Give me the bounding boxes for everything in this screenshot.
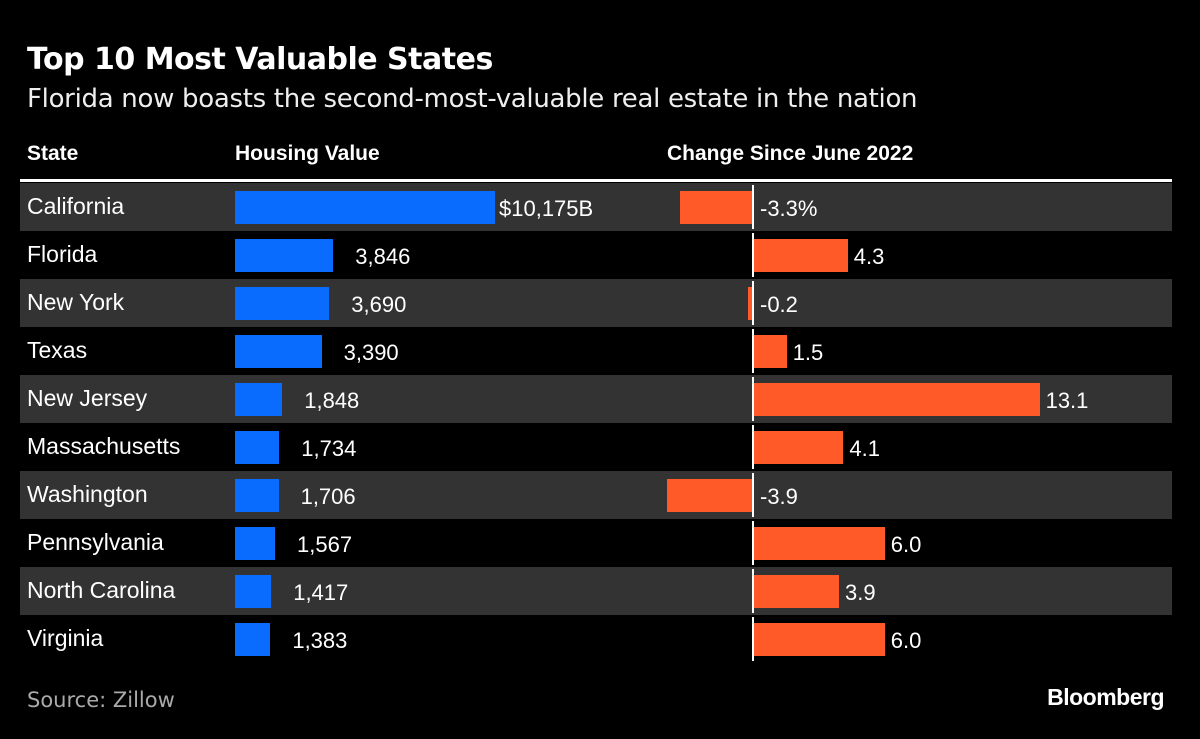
change-label: 6.0: [890, 628, 922, 653]
zero-line: [752, 425, 754, 469]
change-bar: [754, 383, 1040, 416]
housing-value-bar: [235, 623, 271, 656]
state-label: Florida: [27, 241, 98, 267]
state-label: California: [27, 193, 125, 219]
change-bar: [754, 335, 787, 368]
housing-value-label: 1,383: [292, 628, 348, 653]
change-label: -3.3%: [760, 196, 818, 221]
housing-value-bar: [235, 335, 322, 368]
state-label: Virginia: [27, 625, 104, 651]
bloomberg-logo: Bloomberg: [1047, 684, 1164, 710]
change-bar: [666, 479, 752, 512]
table-row: New Jersey 1,848 13.1: [20, 375, 1172, 423]
change-label: 13.1: [1045, 388, 1089, 413]
housing-value-bar: [235, 239, 334, 272]
state-label: New York: [27, 289, 125, 315]
housing-value-bar: [235, 575, 272, 608]
change-label: 4.1: [849, 436, 880, 461]
housing-value-label: 3,390: [343, 340, 399, 365]
zero-line: [752, 377, 754, 421]
change-bar: [754, 527, 885, 560]
column-header-state: State: [27, 142, 79, 165]
housing-value-bar: [235, 527, 276, 560]
zero-line: [752, 329, 754, 373]
zero-line: [752, 233, 754, 277]
housing-value-label: 1,848: [304, 388, 360, 413]
table-row: California $10,175B -3.3%: [20, 183, 1172, 231]
housing-value-label: $10,175B: [499, 196, 594, 221]
table-row: North Carolina 1,417 3.9: [20, 567, 1172, 615]
change-label: -3.9: [760, 484, 798, 509]
change-label: 1.5: [792, 340, 824, 365]
change-label: 4.3: [853, 244, 885, 269]
zero-line: [752, 569, 754, 613]
state-label: Massachusetts: [27, 433, 181, 459]
chart-title: Top 10 Most Valuable States: [27, 42, 493, 77]
zero-line: [752, 281, 754, 325]
housing-value-bar: [235, 383, 283, 416]
table-row: New York 3,690 -0.2: [20, 279, 1172, 327]
chart-subtitle: Florida now boasts the second-most-valua…: [27, 84, 918, 114]
state-label: North Carolina: [27, 577, 176, 603]
change-bar: [754, 239, 848, 272]
header-rule: [20, 179, 1172, 182]
zero-line: [752, 473, 754, 517]
housing-value-label: 1,567: [297, 532, 353, 557]
change-label: 3.9: [845, 580, 876, 605]
zero-line: [752, 521, 754, 565]
source-note: Source: Zillow: [27, 688, 175, 712]
table-row: Massachusetts 1,734 4.1: [20, 423, 1172, 471]
table-row: Florida 3,846 4.3: [20, 231, 1172, 279]
change-label: -0.2: [760, 292, 798, 317]
state-label: New Jersey: [27, 385, 148, 411]
table-row: Washington 1,706 -3.9: [20, 471, 1172, 519]
state-label: Washington: [27, 481, 148, 507]
housing-value-bar: [235, 431, 280, 464]
zero-line: [752, 185, 754, 229]
change-bar: [754, 575, 840, 608]
table-row: Pennsylvania 1,567 6.0: [20, 519, 1172, 567]
housing-value-label: 1,706: [300, 484, 356, 509]
change-bar: [680, 191, 752, 224]
change-bar: [754, 431, 844, 464]
change-bar: [754, 623, 885, 656]
column-header-change: Change Since June 2022: [667, 142, 914, 165]
state-label: Pennsylvania: [27, 529, 164, 555]
housing-value-label: 3,846: [355, 244, 411, 269]
column-header-housing-value: Housing Value: [235, 142, 380, 165]
table-row: Texas 3,390 1.5: [20, 327, 1172, 375]
table-body: California $10,175B -3.3% Florida 3,846 4.3 Ne…: [20, 183, 1172, 663]
housing-value-bar: [235, 287, 330, 320]
housing-value-label: 1,734: [301, 436, 357, 461]
housing-value-label: 1,417: [293, 580, 349, 605]
change-bar: [747, 287, 752, 320]
housing-value-bar: [235, 191, 495, 224]
housing-value-label: 3,690: [351, 292, 407, 317]
table-row: Virginia 1,383 6.0: [20, 615, 1172, 663]
state-label: Texas: [27, 337, 88, 363]
housing-value-bar: [235, 479, 279, 512]
zero-line: [752, 617, 754, 661]
change-label: 6.0: [890, 532, 922, 557]
